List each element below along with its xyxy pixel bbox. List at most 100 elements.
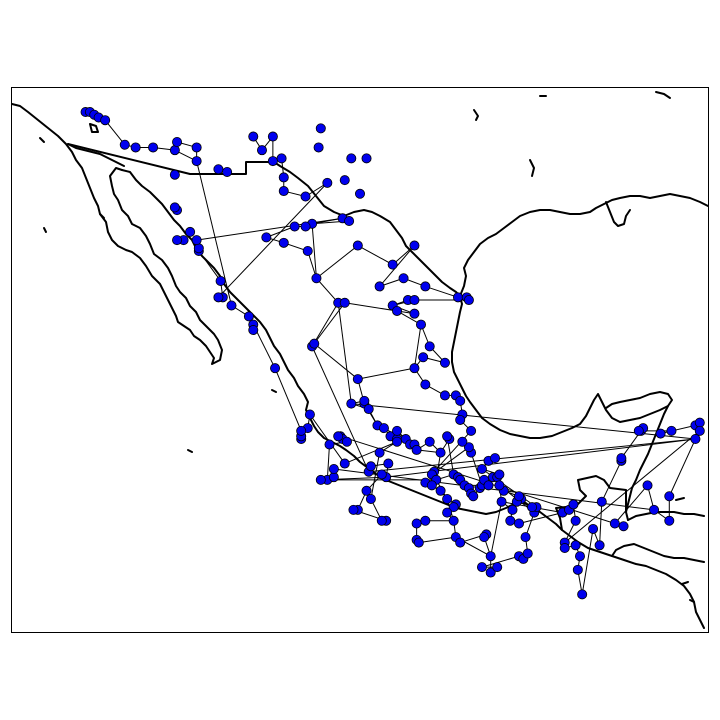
gulf-of-california-coast (67, 143, 125, 167)
network-node (507, 504, 518, 515)
network-node (333, 431, 344, 442)
network-node (570, 515, 581, 526)
network-node (148, 142, 159, 153)
network-edge (311, 346, 370, 472)
network-node (479, 532, 490, 543)
network-node (315, 123, 326, 134)
network-node (324, 439, 335, 450)
network-node (300, 221, 311, 232)
network-edge (425, 285, 459, 298)
network-node (694, 425, 705, 436)
guatemala-border (555, 475, 627, 531)
network-node (618, 521, 629, 532)
network-node (100, 115, 111, 126)
network-node (439, 390, 450, 401)
network-node (346, 398, 357, 409)
network-node (448, 515, 459, 526)
network-node (376, 515, 387, 526)
network-node (300, 191, 311, 202)
network-node (413, 537, 424, 548)
network-node (424, 341, 435, 352)
network-node (642, 480, 653, 491)
network-node (248, 131, 259, 142)
network-edge (413, 324, 422, 369)
island-13 (675, 497, 685, 501)
network-node (119, 139, 130, 150)
network-node (341, 436, 352, 447)
network-edge (668, 438, 696, 497)
network-edge (196, 217, 343, 241)
network-node (392, 425, 403, 436)
network-node (411, 444, 422, 455)
network-node (169, 145, 180, 156)
network-node (409, 240, 420, 251)
network-node (398, 273, 409, 284)
island-5 (473, 109, 479, 121)
network-node (577, 589, 588, 600)
network-edge (344, 302, 398, 312)
network-node (213, 164, 224, 175)
network-node (363, 404, 374, 415)
network-node (185, 226, 196, 237)
network-node (392, 305, 403, 316)
island-3 (43, 227, 47, 233)
network-node (215, 275, 226, 286)
network-node (664, 491, 675, 502)
network-node (494, 480, 505, 491)
network-node (309, 338, 320, 349)
network-node (418, 352, 429, 363)
network-node (442, 507, 453, 518)
network-node (226, 300, 237, 311)
network-node (466, 425, 477, 436)
network-node (633, 425, 644, 436)
network-node (490, 453, 501, 464)
network-edge (196, 160, 232, 306)
node-layer (80, 107, 705, 600)
pacific-coastline (121, 169, 705, 629)
network-edge (418, 536, 456, 544)
network-node (492, 562, 503, 573)
network-node (172, 136, 183, 147)
network-edge (581, 528, 594, 595)
network-edge (601, 460, 622, 502)
network-node (496, 496, 507, 507)
network-node (276, 153, 287, 164)
network-edge (357, 245, 393, 266)
network-edge (326, 444, 331, 480)
network-node (463, 442, 474, 453)
network-node (574, 551, 585, 562)
network-node (322, 177, 333, 188)
network-edge (344, 441, 398, 465)
network-node (352, 240, 363, 251)
network-node (457, 436, 468, 447)
network-node (514, 491, 525, 502)
network-node (616, 453, 627, 464)
network-node (463, 295, 474, 306)
network-node (130, 142, 141, 153)
network-node (315, 474, 326, 485)
network-node (374, 447, 385, 458)
network-node (169, 169, 180, 180)
network-node (455, 537, 466, 548)
network-node (455, 414, 466, 425)
network-node (514, 518, 525, 529)
network-node (448, 502, 459, 513)
florida-key-coast (605, 201, 631, 227)
network-node (359, 395, 370, 406)
network-node (609, 518, 620, 529)
network-node (191, 142, 202, 153)
network-node (328, 463, 339, 474)
network-node (594, 540, 605, 551)
network-node (409, 295, 420, 306)
network-node (392, 436, 403, 447)
yucatan-east-coast (625, 405, 669, 521)
network-node (527, 502, 538, 513)
network-node (278, 186, 289, 197)
network-node (420, 281, 431, 292)
network-edge (316, 245, 359, 279)
network-node (442, 431, 453, 442)
network-node (420, 515, 431, 526)
island-11 (681, 581, 689, 585)
network-node (572, 564, 583, 575)
island-1 (89, 123, 99, 133)
